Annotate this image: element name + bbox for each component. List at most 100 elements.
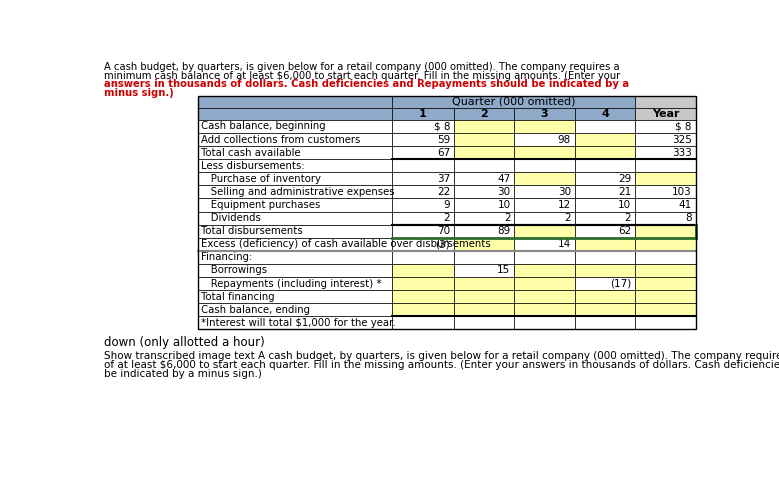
Bar <box>635 264 696 277</box>
Bar <box>575 212 635 225</box>
Bar <box>635 120 696 133</box>
Text: 29: 29 <box>618 174 631 184</box>
Text: 67: 67 <box>437 148 450 158</box>
Text: 12: 12 <box>558 200 571 210</box>
Text: down (only allotted a hour): down (only allotted a hour) <box>104 335 264 348</box>
Text: *Interest will total $1,000 for the year.: *Interest will total $1,000 for the year… <box>201 318 396 328</box>
Text: (3): (3) <box>435 240 450 250</box>
Bar <box>635 133 696 146</box>
Text: 62: 62 <box>618 226 631 236</box>
Text: 30: 30 <box>558 187 571 197</box>
Bar <box>392 199 454 212</box>
Bar <box>635 277 696 290</box>
Text: 59: 59 <box>437 135 450 145</box>
Bar <box>454 133 514 146</box>
Text: 30: 30 <box>497 187 510 197</box>
Bar <box>198 251 392 264</box>
Bar <box>635 146 696 159</box>
Bar <box>514 133 575 146</box>
Bar <box>392 277 454 290</box>
Bar <box>575 264 635 277</box>
Text: 325: 325 <box>672 135 692 145</box>
Bar <box>454 159 514 172</box>
Bar <box>392 172 454 186</box>
Text: 22: 22 <box>437 187 450 197</box>
Bar <box>635 172 696 186</box>
Bar <box>514 186 575 199</box>
Bar <box>392 212 454 225</box>
Bar <box>575 238 635 251</box>
Text: Repayments (including interest) *: Repayments (including interest) * <box>201 278 382 288</box>
Text: 103: 103 <box>672 187 692 197</box>
Bar <box>454 172 514 186</box>
Bar <box>198 96 392 108</box>
Text: Show transcribed image text A cash budget, by quarters, is given below for a ret: Show transcribed image text A cash budge… <box>104 351 779 361</box>
Text: Purchase of inventory: Purchase of inventory <box>201 174 321 184</box>
Bar <box>198 225 392 238</box>
Bar <box>514 316 575 329</box>
Bar <box>198 133 392 146</box>
Bar <box>392 133 454 146</box>
Text: 37: 37 <box>437 174 450 184</box>
Text: $ 8: $ 8 <box>675 121 692 131</box>
Bar <box>514 251 575 264</box>
Text: Financing:: Financing: <box>201 252 252 262</box>
Bar <box>454 251 514 264</box>
Bar <box>575 316 635 329</box>
Bar <box>635 96 696 108</box>
Bar <box>635 290 696 303</box>
Text: Cash balance, ending: Cash balance, ending <box>201 305 310 315</box>
Text: (17): (17) <box>610 278 631 288</box>
Text: minus sign.): minus sign.) <box>104 88 173 98</box>
Bar <box>392 96 635 108</box>
Bar <box>198 303 392 316</box>
Bar <box>575 108 635 120</box>
Bar <box>514 212 575 225</box>
Bar <box>635 238 696 251</box>
Bar <box>635 199 696 212</box>
Bar <box>635 251 696 264</box>
Bar <box>635 186 696 199</box>
Bar <box>575 159 635 172</box>
Bar <box>514 108 575 120</box>
Bar <box>392 316 454 329</box>
Bar <box>454 316 514 329</box>
Text: Total financing: Total financing <box>201 291 275 302</box>
Bar <box>635 159 696 172</box>
Bar <box>454 120 514 133</box>
Text: $ 8: $ 8 <box>433 121 450 131</box>
Text: Year: Year <box>652 109 679 119</box>
Text: Quarter (000 omitted): Quarter (000 omitted) <box>452 97 576 107</box>
Bar <box>575 199 635 212</box>
Text: 15: 15 <box>497 265 510 275</box>
Text: 14: 14 <box>558 240 571 250</box>
Bar <box>454 146 514 159</box>
Bar <box>454 225 514 238</box>
Bar <box>392 225 454 238</box>
Text: Equipment purchases: Equipment purchases <box>201 200 321 210</box>
Bar <box>198 212 392 225</box>
Bar <box>454 238 514 251</box>
Text: 10: 10 <box>619 200 631 210</box>
Bar <box>198 120 392 133</box>
Bar <box>198 277 392 290</box>
Bar <box>392 290 454 303</box>
Text: 47: 47 <box>497 174 510 184</box>
Bar <box>198 238 392 251</box>
Bar <box>454 303 514 316</box>
Bar <box>454 199 514 212</box>
Text: 70: 70 <box>437 226 450 236</box>
Text: 2: 2 <box>443 213 450 223</box>
Bar <box>392 303 454 316</box>
Bar <box>635 108 696 120</box>
Text: 21: 21 <box>618 187 631 197</box>
Text: Total cash available: Total cash available <box>201 148 301 158</box>
Bar <box>514 290 575 303</box>
Bar <box>454 108 514 120</box>
Text: Less disbursements:: Less disbursements: <box>201 161 305 171</box>
Bar <box>575 172 635 186</box>
Bar <box>392 186 454 199</box>
Text: 2: 2 <box>480 109 488 119</box>
Text: Borrowings: Borrowings <box>201 265 267 275</box>
Bar <box>454 212 514 225</box>
